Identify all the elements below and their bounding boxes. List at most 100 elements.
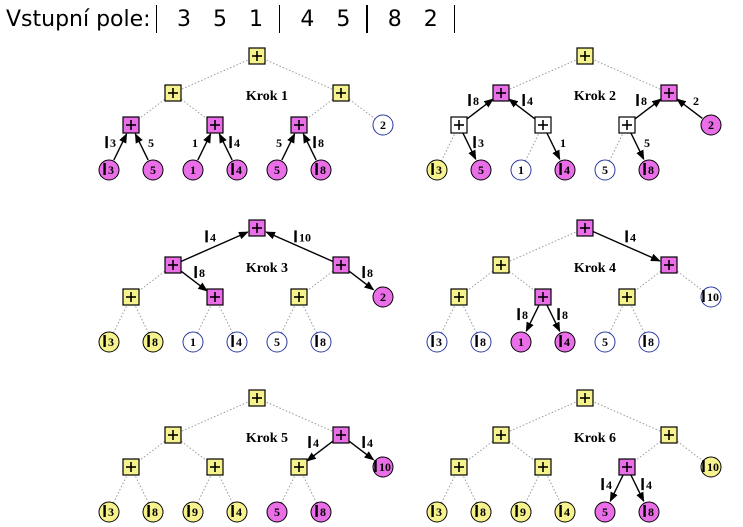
plus-node — [492, 256, 510, 274]
leaf-node: 8 — [638, 159, 660, 181]
plus-node — [290, 288, 308, 306]
leaf-node: 4 — [226, 501, 248, 523]
arrow-edge — [630, 132, 645, 161]
leaf-value: 2 — [708, 118, 714, 132]
arrow-edge — [347, 439, 375, 461]
step-caption: Krok 2 — [574, 89, 616, 104]
edge-label-value: 4 — [527, 94, 533, 108]
arrow-edge — [546, 132, 561, 161]
leaf-value: 2 — [380, 118, 386, 132]
plus-node — [122, 458, 140, 476]
edge-label: 8 — [557, 308, 568, 322]
bar-icon — [559, 505, 562, 517]
leaf-value: 3 — [436, 163, 442, 177]
tree-edge — [500, 55, 586, 94]
bar-icon — [103, 163, 106, 175]
step-panel-2: 8 4 3 1 8 2 5 Krok 2 2 3 5 1 4 5 8 — [426, 47, 722, 181]
edge-label: 4 — [641, 478, 652, 492]
edge-label: 4 — [362, 436, 373, 450]
leaf-node: 1 — [182, 159, 204, 181]
edge-label-value: 3 — [478, 136, 484, 150]
bar-icon — [231, 505, 234, 517]
edge-label: 8 — [313, 136, 324, 150]
leaf-node: 2 — [700, 114, 722, 136]
plus-node — [660, 256, 678, 274]
leaf-value: 1 — [190, 163, 196, 177]
arrow-edge — [218, 133, 233, 161]
plus-node — [206, 288, 224, 306]
plus-node — [660, 426, 678, 444]
leaf-node: 8 — [310, 331, 332, 353]
edge-label-value: 8 — [562, 308, 568, 322]
leaf-value: 5 — [602, 505, 608, 519]
input-value: 3 — [176, 6, 191, 32]
leaf-node: 10 — [700, 456, 722, 478]
arrow-edge — [465, 98, 494, 121]
bar-icon — [187, 505, 190, 517]
bar-icon — [374, 460, 377, 472]
leaf-node: 1 — [182, 331, 204, 353]
leaf-value: 4 — [236, 505, 242, 519]
bar-icon — [105, 136, 108, 149]
leaf-value: 10 — [379, 460, 391, 474]
leaf-node: 4 — [554, 331, 576, 353]
leaf-value: 8 — [320, 163, 326, 177]
step-caption: Krok 6 — [574, 431, 616, 446]
edge-label: 10 — [294, 230, 311, 244]
leaf-node: 8 — [638, 331, 660, 353]
plus-node — [164, 256, 182, 274]
tree-edge — [256, 55, 342, 94]
arrow-edge — [676, 98, 703, 119]
bar-icon — [517, 308, 520, 321]
arrow-edge — [525, 304, 540, 333]
leaf-node: 8 — [470, 501, 492, 523]
step-caption: Krok 3 — [246, 261, 288, 276]
edge-label: 4 — [601, 478, 612, 492]
edge-label: 8 — [636, 94, 647, 108]
bar-icon — [625, 230, 628, 243]
leaf-value: 5 — [478, 163, 484, 177]
leaf-value: 10 — [707, 290, 719, 304]
leaf-value: 3 — [436, 505, 442, 519]
step-panel-1: 3 5 1 4 5 8 Krok 1 2 3 5 1 4 5 8 — [98, 47, 394, 181]
leaf-value: 2 — [380, 290, 386, 304]
plus-node — [618, 288, 636, 306]
plus-node — [660, 84, 678, 102]
leaf-value: 5 — [274, 163, 280, 177]
edge-label-value: 8 — [199, 266, 205, 280]
bar-icon — [468, 94, 471, 107]
step-panel-6: 4 4 Krok 6 10 3 8 9 4 5 8 — [426, 389, 722, 523]
step-caption: Krok 5 — [246, 431, 288, 446]
edge-label: 8 — [362, 266, 373, 280]
arrow-edge — [347, 269, 375, 291]
leaf-value: 3 — [108, 163, 114, 177]
bar-icon — [205, 230, 208, 243]
bar-icon — [473, 136, 476, 149]
leaf-node: 8 — [638, 501, 660, 523]
leaf-node: 4 — [554, 159, 576, 181]
bar-icon — [103, 335, 106, 347]
edge-label: 4 — [308, 436, 319, 450]
plus-node — [164, 84, 182, 102]
bar-icon — [515, 505, 518, 517]
leaf-value: 9 — [192, 505, 198, 519]
plus-node — [450, 116, 468, 134]
edge-label-value: 5 — [644, 136, 650, 150]
arrow-edge — [134, 133, 149, 161]
separator-bar — [155, 5, 157, 33]
bar-icon — [559, 163, 562, 175]
leaf-value: 8 — [480, 335, 486, 349]
leaf-value: 8 — [152, 505, 158, 519]
bar-icon — [643, 505, 646, 517]
leaf-value: 5 — [150, 163, 156, 177]
edge-label: 5 — [644, 136, 650, 150]
leaf-node: 3 — [98, 501, 120, 523]
bar-icon — [702, 290, 705, 302]
arrow-edge — [462, 132, 477, 161]
leaf-node: 8 — [310, 501, 332, 523]
bar-icon — [147, 335, 150, 347]
arrow-edge — [180, 231, 249, 263]
edge-label: 4 — [229, 136, 240, 150]
arrow-edge — [609, 474, 624, 503]
